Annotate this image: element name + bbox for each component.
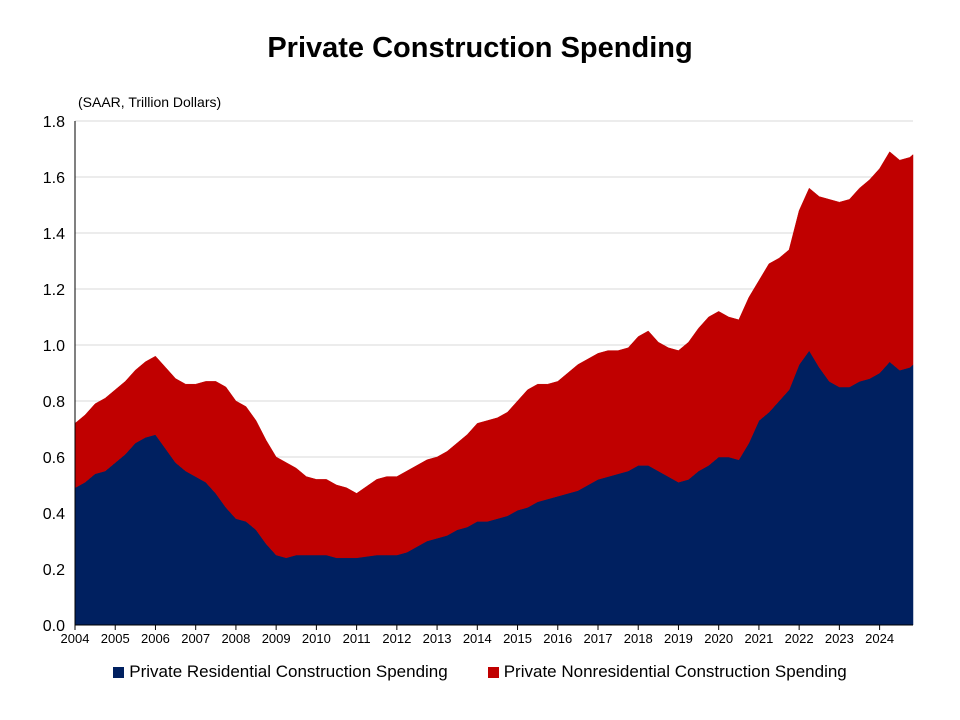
x-tick-label: 2009 bbox=[262, 631, 291, 646]
y-tick-labels: 0.0 0.2 0.4 0.6 0.8 1.0 1.2 1.4 1.6 1.8 bbox=[43, 114, 65, 635]
x-tick-label: 2014 bbox=[463, 631, 492, 646]
x-tick-label: 2017 bbox=[584, 631, 613, 646]
y-tick-label: 1.8 bbox=[43, 114, 65, 131]
x-tick-label: 2019 bbox=[664, 631, 693, 646]
x-tick-label: 2012 bbox=[382, 631, 411, 646]
area-series-nonresidential bbox=[74, 151, 914, 559]
y-tick-label: 0.2 bbox=[43, 562, 65, 579]
x-tick-label: 2015 bbox=[503, 631, 532, 646]
x-tick-label: 2010 bbox=[302, 631, 331, 646]
y-tick-label: 1.2 bbox=[43, 282, 65, 299]
x-tick-label: 2007 bbox=[181, 631, 210, 646]
x-tick-label: 2004 bbox=[61, 631, 90, 646]
y-tick-label: 1.4 bbox=[43, 226, 65, 243]
x-tick-label: 2023 bbox=[825, 631, 854, 646]
x-tick-label: 2020 bbox=[704, 631, 733, 646]
x-tick-label: 2021 bbox=[744, 631, 773, 646]
y-tick-label: 0.8 bbox=[43, 394, 65, 411]
legend: Private Residential Construction Spendin… bbox=[0, 662, 960, 682]
y-tick-label: 1.6 bbox=[43, 170, 65, 187]
x-tick-label: 2011 bbox=[343, 631, 371, 646]
x-tick-label: 2016 bbox=[543, 631, 572, 646]
legend-label-residential: Private Residential Construction Spendin… bbox=[129, 662, 448, 681]
y-axis-label: (SAAR, Trillion Dollars) bbox=[78, 94, 222, 110]
legend-swatch-nonresidential bbox=[487, 666, 499, 678]
x-tick-label: 2018 bbox=[624, 631, 653, 646]
legend-swatch-residential bbox=[113, 666, 125, 678]
x-tick-label: 2013 bbox=[423, 631, 452, 646]
legend-item-nonresidential: Private Nonresidential Construction Spen… bbox=[487, 662, 847, 682]
axes bbox=[74, 121, 913, 630]
y-tick-label: 0.6 bbox=[43, 450, 65, 467]
y-tick-label: 0.4 bbox=[43, 506, 65, 523]
x-tick-label: 2005 bbox=[101, 631, 130, 646]
legend-label-nonresidential: Private Nonresidential Construction Spen… bbox=[503, 662, 847, 681]
x-tick-label: 2022 bbox=[785, 631, 814, 646]
chart-title: Private Construction Spending bbox=[267, 32, 693, 64]
x-tick-label: 2006 bbox=[141, 631, 170, 646]
x-tick-label: 2008 bbox=[221, 631, 250, 646]
area-series bbox=[74, 151, 914, 626]
legend-item-residential: Private Residential Construction Spendin… bbox=[113, 662, 448, 682]
x-tick-label: 2024 bbox=[865, 631, 894, 646]
y-tick-label: 0.0 bbox=[43, 618, 65, 635]
y-tick-label: 1.0 bbox=[43, 338, 65, 355]
x-tick-labels: 2004 2005 2006 2007 2008 2009 2010 2011 2012 2013… bbox=[61, 631, 895, 646]
